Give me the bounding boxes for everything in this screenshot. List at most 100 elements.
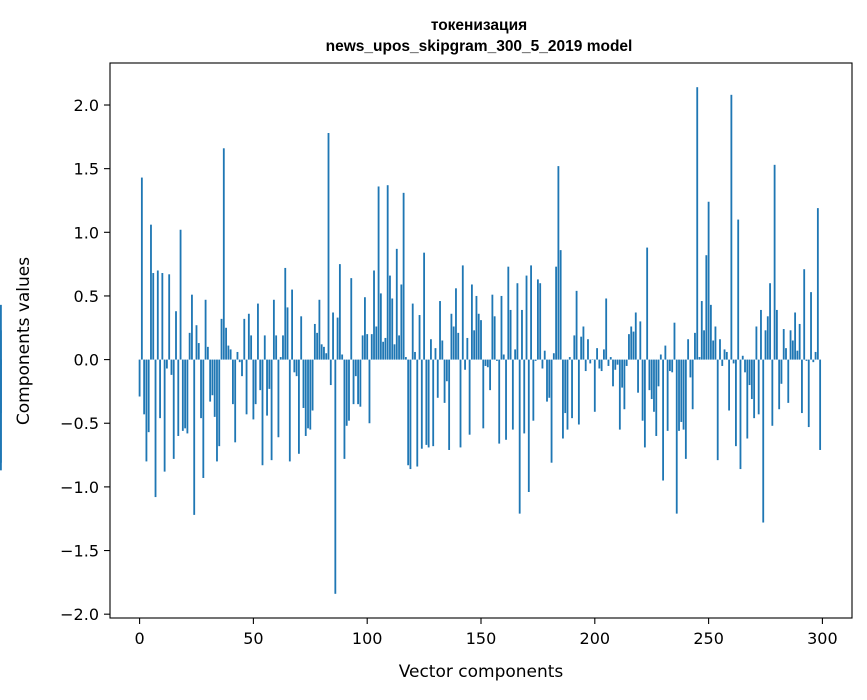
bar-component-255 [719, 339, 721, 359]
bar-component-4 [148, 360, 150, 433]
bar-component-50 [252, 360, 254, 420]
bar-component-176 [539, 283, 541, 359]
bar-component-146 [471, 284, 473, 359]
bar-component-95 [355, 360, 357, 377]
bar-component-99 [364, 297, 366, 359]
bar-component-140 [457, 333, 459, 360]
bar-component-35 [218, 360, 220, 447]
bar-component-103 [373, 270, 375, 359]
bar-component-151 [482, 360, 484, 429]
bar-component-57 [268, 360, 270, 389]
bar-component-233 [669, 360, 671, 371]
bar-component-5 [150, 225, 152, 360]
bar-component-265 [742, 356, 744, 360]
bar-component-153 [487, 360, 489, 368]
bar-component-25 [196, 325, 198, 359]
bar-component-65 [287, 307, 289, 359]
y-tick-label: 1.0 [74, 223, 99, 242]
bar-component-166 [517, 283, 519, 359]
bar-component-110 [389, 276, 391, 360]
bar-component-196 [585, 360, 587, 371]
bar-component-155 [491, 295, 493, 360]
bar-component-224 [649, 360, 651, 391]
bar-component-104 [375, 327, 377, 360]
bar-component-80 [321, 344, 323, 359]
bar-component-278 [771, 360, 773, 426]
bar-component-175 [537, 279, 539, 359]
x-tick-label: 100 [352, 629, 383, 648]
bar-component-158 [498, 360, 500, 444]
bar-component-87 [337, 318, 339, 360]
bar-component-142 [462, 265, 464, 359]
bar-component-237 [678, 360, 680, 431]
bar-component-189 [569, 357, 571, 360]
bar-component-227 [655, 360, 657, 436]
bar-component-249 [705, 255, 707, 359]
bar-component-274 [762, 360, 764, 523]
bar-component-192 [576, 291, 578, 360]
bar-component-48 [248, 314, 250, 360]
bar-component-34 [216, 360, 218, 462]
bar-component-266 [744, 360, 746, 373]
bar-component-297 [815, 352, 817, 360]
bar-component-128 [430, 339, 432, 359]
bar-component-157 [496, 360, 498, 361]
bar-component-78 [316, 333, 318, 360]
bar-component-145 [469, 360, 471, 435]
bar-component-252 [712, 341, 714, 360]
bar-component-148 [476, 296, 478, 360]
bar-component-109 [387, 185, 389, 359]
bar-component-20 [184, 360, 186, 429]
bar-component-118 [407, 360, 409, 466]
bar-component-10 [161, 273, 163, 360]
bar-component-60 [275, 335, 277, 359]
bar-component-124 [421, 360, 423, 449]
bar-component-98 [362, 335, 364, 359]
bar-component-295 [810, 292, 812, 359]
x-tick-label: 300 [807, 629, 838, 648]
bar-component-111 [391, 298, 393, 359]
bar-component-135 [446, 360, 448, 382]
bar-component-268 [749, 360, 751, 385]
bar-component-86 [334, 360, 336, 594]
x-tick-label: 150 [466, 629, 497, 648]
bar-component-197 [587, 339, 589, 359]
bar-component-126 [425, 360, 427, 445]
bar-component-11 [164, 360, 166, 472]
bar-component-256 [721, 360, 723, 366]
bar-component-136 [448, 360, 450, 450]
bar-component-203 [601, 360, 603, 371]
bar-component-251 [710, 305, 712, 360]
bar-component-164 [512, 360, 514, 430]
bar-component-14 [171, 360, 173, 375]
bar-component-23 [191, 295, 193, 360]
bar-component-33 [214, 360, 216, 417]
bar-component-79 [318, 300, 320, 360]
bar-component-42 [234, 360, 236, 443]
bar-component-195 [583, 327, 585, 360]
bar-component-117 [405, 357, 407, 360]
bar-component-212 [621, 360, 623, 388]
bar-component-141 [460, 360, 462, 448]
bar-component-133 [441, 341, 443, 360]
bar-component-258 [726, 352, 728, 360]
bar-component-26 [198, 343, 200, 360]
bar-component-107 [382, 342, 384, 360]
bar-component-250 [708, 202, 710, 360]
bar-component-193 [578, 360, 580, 425]
bar-component-270 [753, 360, 755, 419]
bar-component-225 [651, 360, 653, 399]
bar-component-8 [157, 270, 159, 359]
bar-component-292 [803, 269, 805, 359]
bar-component-273 [760, 310, 762, 360]
bar-component-120 [412, 304, 414, 360]
bar-component-209 [614, 360, 616, 370]
bar-component-37 [223, 148, 225, 359]
y-tick-label: 2.0 [74, 96, 99, 115]
bar-component-88 [339, 264, 341, 359]
bar-component-211 [619, 360, 621, 430]
bar-component-235 [674, 323, 676, 360]
bar-component-161 [505, 360, 507, 440]
bar-component-169 [523, 360, 525, 434]
